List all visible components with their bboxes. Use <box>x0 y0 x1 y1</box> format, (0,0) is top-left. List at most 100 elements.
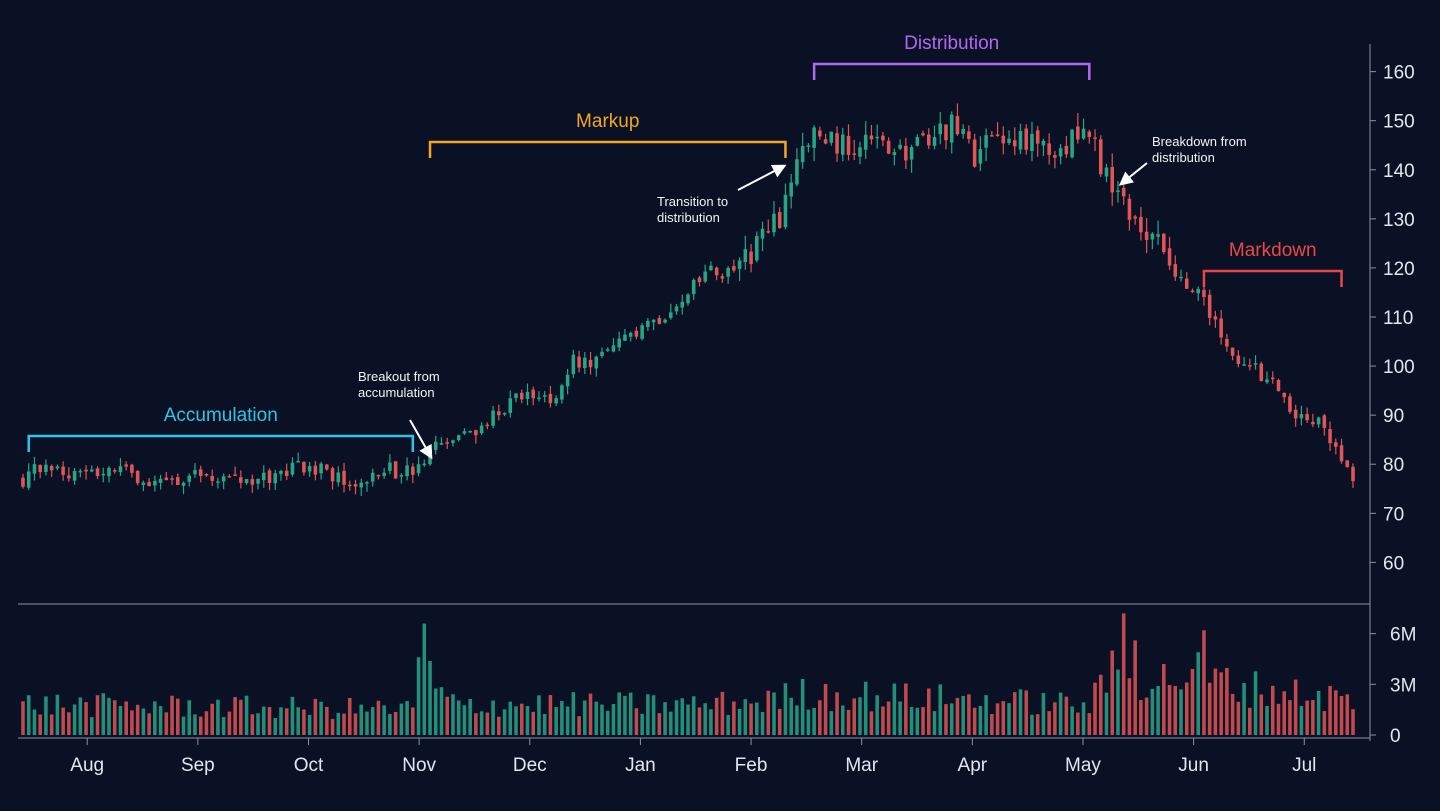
volume-bar <box>852 698 857 735</box>
candle-body <box>726 268 730 277</box>
candle-body <box>1087 131 1092 138</box>
candle-body <box>1339 445 1344 462</box>
volume-bar <box>216 699 220 735</box>
volume-bar <box>1311 700 1315 735</box>
volume-bar <box>525 706 530 735</box>
candle-body <box>399 475 404 477</box>
volume-bar <box>789 697 793 735</box>
candle-body <box>153 480 157 486</box>
volume-bar <box>1047 711 1051 735</box>
candle-body <box>1322 415 1327 428</box>
candle-body <box>170 478 174 480</box>
candle-body <box>1139 216 1143 233</box>
candle-body <box>904 145 908 161</box>
candle-body <box>886 140 891 154</box>
volume-bar <box>198 716 203 735</box>
annotation-line: distribution <box>1152 150 1215 165</box>
volume-bar <box>256 713 260 735</box>
volume-bar <box>1144 697 1149 735</box>
candle-body <box>1076 126 1080 140</box>
candle-body <box>577 356 581 368</box>
candle-body <box>479 425 484 434</box>
volume-bar <box>1041 693 1046 735</box>
volume-bar <box>1253 671 1258 735</box>
candle-body <box>812 127 816 148</box>
volume-bar <box>210 703 214 735</box>
annotation-label: Breakdown from distribution <box>1152 134 1247 165</box>
volume-bar <box>433 688 438 735</box>
candle-body <box>1053 155 1057 158</box>
volume-bar <box>353 713 358 735</box>
volume-bar <box>628 692 633 735</box>
candle-body <box>502 412 507 415</box>
candle-body <box>376 474 381 477</box>
month-label: Jan <box>625 755 656 776</box>
candle-body <box>932 137 937 146</box>
volume-bar <box>519 703 524 735</box>
volume-bar <box>720 691 725 735</box>
volume-bar <box>881 706 885 735</box>
candle-body <box>1179 276 1183 279</box>
volume-bar <box>1150 688 1155 735</box>
candle-body <box>634 330 639 337</box>
candle-body <box>468 430 472 433</box>
candle-body <box>1156 234 1160 237</box>
volume-bar <box>1219 672 1223 735</box>
candle-body <box>760 228 765 239</box>
volume-bar <box>818 700 822 735</box>
candle-body <box>646 320 650 328</box>
candle-body <box>617 338 621 348</box>
phase-label: Markdown <box>1229 240 1317 261</box>
volume-bar <box>130 710 134 735</box>
candle-body <box>703 271 707 282</box>
volume-bar <box>1070 706 1074 735</box>
volume-bar <box>611 704 616 735</box>
candle-body <box>1259 363 1264 382</box>
candle-body <box>1098 139 1103 175</box>
volume-bar <box>904 683 908 735</box>
month-label: Aug <box>70 755 104 776</box>
candle-body <box>1064 145 1069 155</box>
volume-bar <box>1213 668 1218 735</box>
volume-bar <box>233 697 237 735</box>
volume-bar <box>1339 695 1344 735</box>
axes: 60 70 80 90 100 110 120 130 140 150 160 0 3M 6M Aug Sep… <box>18 44 1416 776</box>
volume-bar <box>732 701 736 735</box>
volume-bar <box>1012 692 1017 735</box>
candle-body <box>1121 187 1126 197</box>
volume-bar <box>760 712 765 735</box>
volume-bars <box>21 613 1355 735</box>
candle-body <box>967 131 971 139</box>
volume-bar <box>359 704 364 735</box>
volume-bar <box>170 695 174 735</box>
candle-body <box>1236 355 1241 365</box>
candle-body <box>938 123 943 135</box>
candle-body <box>1242 364 1246 366</box>
candle-body <box>755 236 759 261</box>
candle-body <box>1162 233 1166 253</box>
candle-body <box>21 477 25 487</box>
volume-bar <box>497 716 501 735</box>
candle-body <box>284 470 289 477</box>
candle-body <box>193 469 197 475</box>
volume-bar <box>399 703 404 735</box>
volume-bar <box>755 702 759 735</box>
candle-body <box>990 135 994 137</box>
candle-body <box>1081 128 1086 139</box>
volume-bar <box>617 692 621 735</box>
candle-body <box>336 472 341 483</box>
volume-bar <box>101 693 106 735</box>
candle-body <box>1190 290 1195 293</box>
volume-bar <box>158 706 163 735</box>
volume-bar <box>640 713 644 735</box>
volume-bar <box>829 711 834 735</box>
volume-bar <box>307 714 312 735</box>
candle-body <box>1196 288 1200 294</box>
candle-body <box>78 470 83 473</box>
candle-body <box>1047 143 1051 155</box>
volume-bar <box>439 687 444 735</box>
candle-body <box>1144 231 1149 240</box>
volume-bar <box>714 697 719 735</box>
volume-bar <box>737 708 742 735</box>
